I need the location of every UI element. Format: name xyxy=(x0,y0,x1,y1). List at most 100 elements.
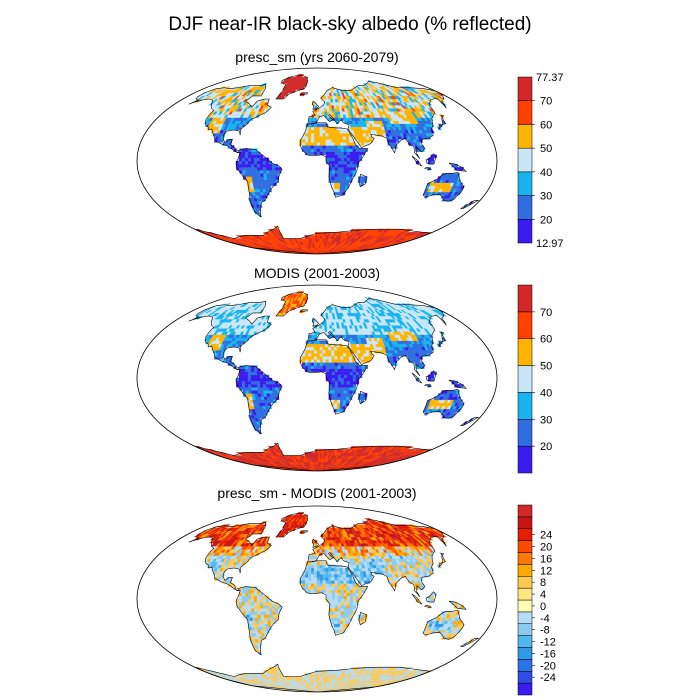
albedo-cell xyxy=(316,362,321,366)
albedo-cell xyxy=(355,154,360,159)
albedo-cell xyxy=(357,136,361,140)
albedo-cell xyxy=(272,176,277,180)
albedo-cell xyxy=(260,393,265,397)
albedo-cell xyxy=(337,157,342,162)
albedo-cell xyxy=(259,163,264,168)
albedo-cell xyxy=(342,185,347,190)
albedo-cell xyxy=(308,132,312,137)
colorbar-tick-label: 60 xyxy=(540,119,552,131)
albedo-cell xyxy=(313,368,318,372)
albedo-cell xyxy=(302,359,306,363)
albedo-cell xyxy=(308,136,312,140)
albedo-cell xyxy=(247,154,252,159)
albedo-cell xyxy=(352,163,357,168)
albedo-cell xyxy=(269,179,274,183)
albedo-cell xyxy=(253,371,258,376)
albedo-cell xyxy=(250,154,255,159)
albedo-cell xyxy=(316,349,321,354)
coastline xyxy=(460,199,480,209)
albedo-cell xyxy=(337,170,342,174)
albedo-cell xyxy=(456,179,462,183)
albedo-cell xyxy=(349,374,354,379)
albedo-cell xyxy=(360,356,365,360)
albedo-cell xyxy=(311,132,315,137)
albedo-cell xyxy=(328,346,332,351)
albedo-cell xyxy=(262,384,267,388)
albedo-cell xyxy=(339,402,344,407)
albedo-cell xyxy=(322,132,326,137)
albedo-cell xyxy=(304,148,309,152)
coastlines xyxy=(188,74,480,254)
albedo-cell xyxy=(241,154,246,159)
albedo-cell xyxy=(343,176,347,180)
albedo-cell xyxy=(314,105,318,109)
albedo-cell xyxy=(268,377,273,382)
albedo-cell xyxy=(336,191,340,196)
albedo-cell xyxy=(274,167,279,171)
albedo-cell xyxy=(311,343,315,348)
albedo-cell xyxy=(305,349,309,354)
albedo-cell xyxy=(346,145,350,149)
albedo-cell xyxy=(253,154,258,159)
albedo-cell xyxy=(256,371,261,376)
albedo-cell xyxy=(352,362,356,366)
albedo-cell xyxy=(340,139,344,143)
albedo-cell xyxy=(307,151,312,155)
albedo-cell xyxy=(260,170,264,174)
albedo-cell xyxy=(355,145,359,149)
albedo-cell xyxy=(355,151,360,155)
albedo-cell xyxy=(330,129,335,134)
albedo-cell xyxy=(346,170,350,174)
albedo-cell xyxy=(330,346,335,351)
albedo-cell xyxy=(430,160,435,165)
albedo-cell xyxy=(334,145,338,149)
albedo-cell xyxy=(346,368,351,372)
albedo-cell xyxy=(310,151,315,155)
albedo-cell xyxy=(311,123,315,128)
albedo-cell xyxy=(254,393,259,397)
albedo-cell xyxy=(343,148,348,152)
albedo-cell xyxy=(305,142,309,146)
albedo-cell xyxy=(305,356,309,360)
albedo-cell xyxy=(319,111,323,115)
albedo-cell xyxy=(316,139,321,143)
albedo-cell xyxy=(334,384,339,388)
albedo-cell xyxy=(346,157,351,162)
albedo-cell xyxy=(334,185,338,190)
albedo-cell xyxy=(337,396,341,400)
albedo-cell xyxy=(324,328,328,332)
albedo-cell xyxy=(331,145,335,149)
albedo-cell xyxy=(334,356,338,360)
albedo-cell xyxy=(314,117,318,121)
albedo-cell xyxy=(251,393,256,397)
albedo-cell xyxy=(310,142,315,146)
albedo-cell xyxy=(319,123,323,128)
albedo-cell xyxy=(259,157,264,162)
albedo-cell xyxy=(346,390,350,394)
albedo-cell xyxy=(322,126,326,131)
albedo-cell xyxy=(305,353,309,357)
albedo-cell xyxy=(263,390,267,394)
albedo-cell xyxy=(328,139,332,143)
albedo-cell xyxy=(357,353,361,357)
albedo-cell xyxy=(343,362,347,366)
albedo-cell xyxy=(322,359,327,363)
albedo-cell xyxy=(342,349,347,354)
albedo-cell xyxy=(346,139,350,143)
albedo-cell xyxy=(253,374,258,379)
albedo-cell xyxy=(339,182,344,186)
albedo-cell xyxy=(251,390,256,394)
albedo-cell xyxy=(337,151,342,155)
albedo-cell xyxy=(334,154,339,159)
albedo-cell xyxy=(352,387,356,391)
albedo-cell xyxy=(244,380,249,385)
albedo-cell xyxy=(334,349,338,354)
albedo-cell xyxy=(316,126,320,131)
albedo-cell xyxy=(322,356,326,360)
colorbar-max-label: 77.37 xyxy=(536,72,564,84)
albedo-cell xyxy=(269,396,274,400)
albedo-cell xyxy=(247,384,252,388)
albedo-cell xyxy=(313,151,318,155)
albedo-cell xyxy=(313,148,318,152)
albedo-cell xyxy=(349,377,354,382)
